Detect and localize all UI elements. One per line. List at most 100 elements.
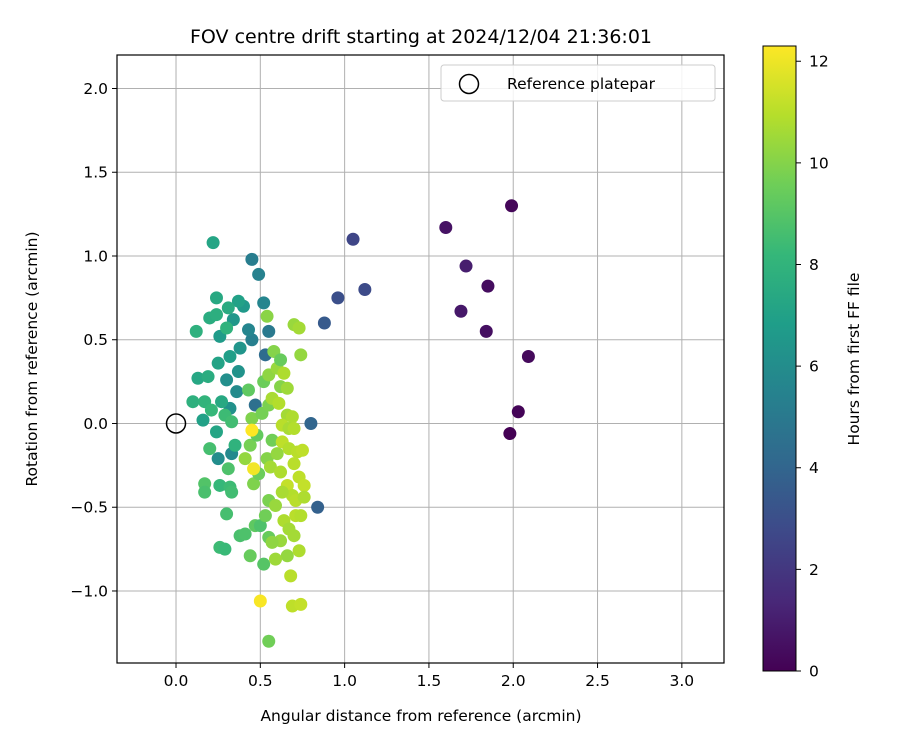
data-point [204, 403, 218, 417]
data-point [247, 462, 261, 476]
y-tick-label: 0.0 [83, 415, 108, 433]
grid-lines [117, 55, 724, 663]
data-point [221, 462, 235, 476]
data-point [196, 413, 210, 427]
data-point [245, 333, 259, 347]
data-point [243, 549, 257, 563]
data-point [521, 349, 535, 363]
data-point [189, 324, 203, 338]
data-point [203, 442, 217, 456]
data-point [270, 447, 284, 461]
reference-marker-layer [165, 413, 187, 434]
x-tick-label: 1.0 [332, 672, 357, 690]
data-point [198, 485, 212, 499]
data-point [191, 371, 205, 385]
data-point [481, 279, 495, 293]
data-point [297, 478, 311, 492]
legend: Reference platepar [440, 64, 716, 102]
x-axis-ticks: 0.0 0.5 1.0 1.5 2.0 2.5 3.0 [164, 663, 694, 690]
data-point [257, 296, 271, 310]
data-point [211, 356, 225, 370]
data-point [257, 557, 271, 571]
data-point [258, 509, 272, 523]
data-point [238, 527, 252, 541]
data-point [209, 425, 223, 439]
data-point [253, 594, 267, 608]
data-point [209, 308, 223, 322]
data-point [292, 544, 306, 558]
y-tick-label: 1.0 [83, 247, 108, 265]
colorbar-tick-label: 12 [809, 53, 829, 71]
data-point [233, 341, 247, 355]
data-point [274, 465, 288, 479]
data-point [245, 411, 259, 425]
colorbar-tick-label: 2 [809, 561, 819, 579]
data-point [287, 457, 301, 471]
y-axis-ticks: −1.0 −0.5 0.0 0.5 1.0 1.5 2.0 [70, 80, 117, 600]
x-tick-label: 2.0 [501, 672, 526, 690]
data-point [220, 321, 234, 335]
colorbar-tick-label: 6 [809, 358, 819, 376]
y-tick-label: −1.0 [70, 582, 108, 600]
data-point [294, 597, 308, 611]
data-point [268, 499, 282, 513]
data-point [317, 316, 331, 330]
data-point [242, 323, 256, 337]
data-point [459, 259, 473, 273]
data-point [238, 452, 252, 466]
data-point [231, 294, 245, 308]
data-point [247, 477, 261, 491]
data-point [505, 199, 519, 213]
data-point [272, 396, 286, 410]
data-point [454, 304, 468, 318]
data-point [268, 552, 282, 566]
data-point [243, 438, 257, 452]
colorbar-tick-label: 10 [809, 154, 829, 172]
data-point [292, 321, 306, 335]
legend-frame [440, 64, 716, 102]
data-point [331, 291, 345, 305]
chart-title: FOV centre drift starting at 2024/12/04 … [190, 26, 652, 48]
data-point [274, 353, 288, 367]
data-point [284, 569, 298, 583]
data-point [206, 236, 220, 250]
data-point [221, 301, 235, 315]
data-point [211, 452, 225, 466]
x-tick-label: 0.5 [248, 672, 273, 690]
data-point [253, 519, 267, 533]
data-point [201, 370, 215, 384]
data-point [295, 443, 309, 457]
data-point [231, 365, 245, 379]
data-point [242, 383, 256, 397]
colorbar-tick-label: 0 [809, 663, 819, 681]
plot-area-frame [116, 54, 725, 664]
x-tick-label: 0.0 [164, 672, 189, 690]
data-point [287, 422, 301, 436]
y-axis-label: Rotation from reference (arcmin) [23, 231, 41, 486]
data-point [225, 485, 239, 499]
colorbar-label: Hours from first FF file [845, 273, 863, 446]
data-point [265, 535, 279, 549]
data-point [215, 395, 229, 409]
data-point [263, 460, 277, 474]
data-point [280, 381, 294, 395]
legend-label: Reference platepar [507, 75, 656, 93]
data-point [260, 309, 274, 323]
data-point [358, 282, 372, 296]
data-point [287, 529, 301, 543]
colorbar [762, 45, 797, 672]
data-point [285, 410, 299, 424]
data-points [186, 199, 535, 648]
x-tick-label: 3.0 [670, 672, 695, 690]
data-point [265, 433, 279, 447]
data-point [277, 366, 291, 380]
data-point [245, 252, 259, 266]
colorbar-tick-label: 8 [809, 256, 819, 274]
x-tick-label: 1.5 [417, 672, 442, 690]
data-point [503, 427, 517, 441]
y-tick-label: −0.5 [70, 499, 108, 517]
data-point [294, 348, 308, 362]
y-tick-label: 2.0 [83, 80, 108, 98]
data-point [294, 509, 308, 523]
